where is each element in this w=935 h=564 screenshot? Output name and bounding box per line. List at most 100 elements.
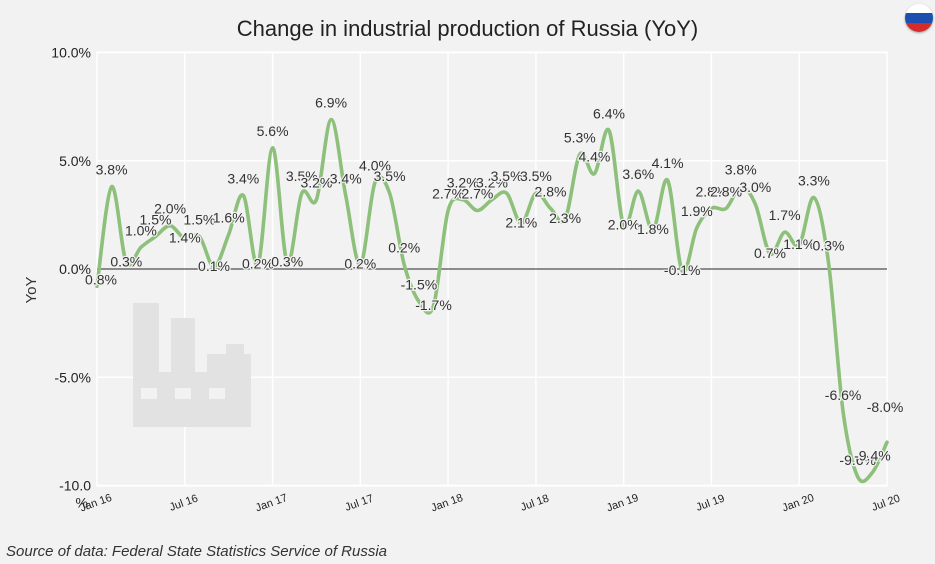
data-label: -1.5% <box>401 277 438 293</box>
data-label: 3.5% <box>286 168 318 184</box>
data-label: 2.8% <box>710 183 742 199</box>
data-label: 4.1% <box>652 155 684 171</box>
russia-flag-icon <box>905 4 933 32</box>
y-tick-label: -10.0% <box>59 478 91 511</box>
data-label: 1.0% <box>125 222 157 238</box>
data-label: 0.3% <box>813 238 845 254</box>
data-label: 6.4% <box>593 105 625 121</box>
data-point <box>315 198 318 201</box>
data-label: 1.9% <box>681 203 713 219</box>
data-label: -9.4% <box>854 448 891 464</box>
x-tick-label: Jul 17 <box>343 493 375 514</box>
x-tick-label: Jan 18 <box>430 492 465 515</box>
data-point <box>447 209 450 212</box>
x-tick-label: Jul 18 <box>519 493 551 514</box>
data-label: 6.9% <box>315 95 347 111</box>
data-point <box>608 129 611 132</box>
data-label: 3.4% <box>227 170 259 186</box>
data-label: 2.0% <box>154 201 186 217</box>
data-label: 2.1% <box>505 215 537 231</box>
data-label: 4.0% <box>359 157 391 173</box>
y-axis: 10.0% 5.0% 0.0% -5.0% -10.0% <box>51 45 91 511</box>
series-line <box>95 117 889 484</box>
data-point <box>388 192 391 195</box>
data-label: 0.3% <box>271 254 303 270</box>
data-label: 3.6% <box>622 166 654 182</box>
data-label: -8.0% <box>867 399 904 415</box>
data-point <box>139 246 142 249</box>
y-tick-label: 10.0% <box>51 45 91 61</box>
y-tick-label: -5.0% <box>54 369 91 385</box>
data-label: 1.5% <box>140 212 172 228</box>
data-label: 4.4% <box>578 149 610 165</box>
data-label: 2.0% <box>608 217 640 233</box>
data-label: 0.2% <box>242 256 274 272</box>
x-tick-label: Jul 19 <box>695 493 727 514</box>
data-label: 0.3% <box>110 254 142 270</box>
data-point <box>842 410 845 413</box>
data-label: 2.8% <box>695 183 727 199</box>
data-label: -9.6% <box>839 452 876 468</box>
data-label: 3.8% <box>725 162 757 178</box>
data-point <box>330 118 333 121</box>
data-point <box>344 194 347 197</box>
data-label: -6.6% <box>825 387 862 403</box>
data-point <box>271 146 274 149</box>
data-label: 1.8% <box>637 221 669 237</box>
data-point <box>242 194 245 197</box>
data-label: 1.7% <box>769 207 801 223</box>
data-point <box>403 263 406 266</box>
y-tick-label: 5.0% <box>59 153 91 169</box>
data-label: 0.8% <box>85 271 117 287</box>
data-label: 1.1% <box>783 236 815 252</box>
data-point <box>725 207 728 210</box>
data-point <box>227 233 230 236</box>
y-tick-label: 0.0% <box>59 261 91 277</box>
data-label: 2.7% <box>432 186 464 202</box>
x-tick-label: Jul 16 <box>168 493 200 514</box>
x-tick-label: Jan 20 <box>781 492 816 515</box>
factory-icon <box>133 303 251 427</box>
data-label: 0.1% <box>198 258 230 274</box>
data-point <box>695 226 698 229</box>
data-label: 3.5% <box>374 168 406 184</box>
data-point <box>476 209 479 212</box>
data-label: 1.5% <box>183 212 215 228</box>
data-point <box>666 179 669 182</box>
data-point <box>856 475 859 478</box>
data-point <box>827 261 830 264</box>
data-point <box>754 203 757 206</box>
data-point <box>783 231 786 234</box>
data-label: 0.2% <box>344 256 376 272</box>
x-tick-label: Jan 17 <box>254 492 289 515</box>
data-labels: 0.8%3.8%0.3%1.0%1.5%2.0%1.4%1.5%0.1%1.6%… <box>84 93 905 469</box>
x-tick-label: Jul 20 <box>870 493 902 514</box>
grid <box>96 51 888 487</box>
data-label: 3.2% <box>447 175 479 191</box>
data-label: 3.5% <box>491 168 523 184</box>
data-label: 0.2% <box>388 240 420 256</box>
data-point <box>812 196 815 199</box>
x-axis: Jan 16 Jul 16 Jan 17 Jul 17 Jan 18 Jul 18 Jan … <box>78 492 901 515</box>
data-point <box>886 441 889 444</box>
data-label: 5.6% <box>257 123 289 139</box>
source-note: Source of data: Federal State Statistics… <box>6 543 388 560</box>
data-label: 2.8% <box>535 183 567 199</box>
data-point <box>637 190 640 193</box>
data-point <box>110 185 113 188</box>
data-point <box>300 192 303 195</box>
series-line-industrial-production <box>95 117 889 484</box>
data-point <box>505 192 508 195</box>
data-label: 3.2% <box>476 175 508 191</box>
data-label: 5.3% <box>564 129 596 145</box>
data-label: 3.2% <box>300 175 332 191</box>
data-point <box>871 471 874 474</box>
data-label: 3.3% <box>798 173 830 189</box>
data-point <box>593 172 596 175</box>
data-label: 2.3% <box>549 210 581 226</box>
x-tick-label: Jan 19 <box>605 492 640 515</box>
data-label: 1.4% <box>169 230 201 246</box>
data-label: 0.7% <box>754 245 786 261</box>
data-label: -0.1% <box>664 262 701 278</box>
